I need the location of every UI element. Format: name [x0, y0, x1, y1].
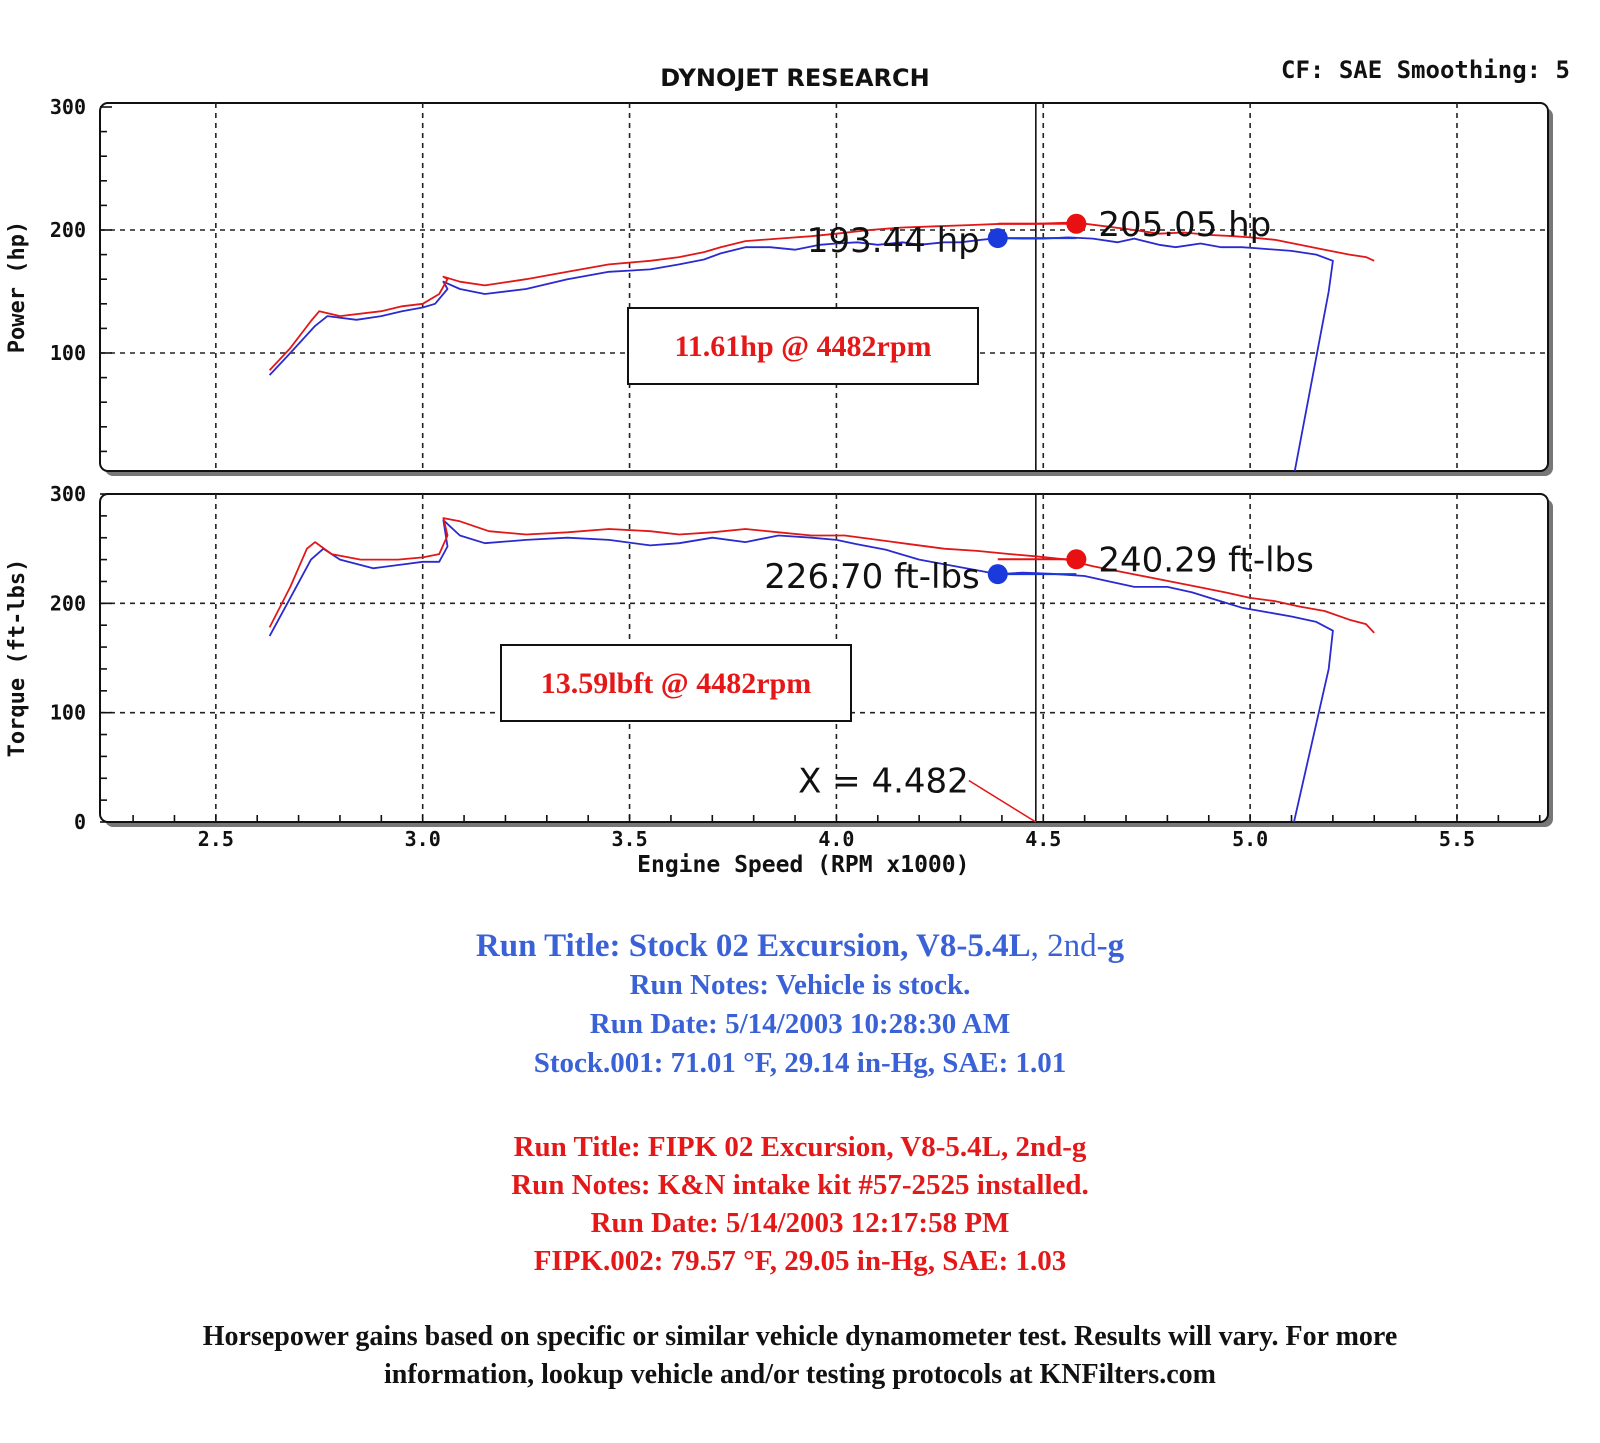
disclaimer-line-2: information, lookup vehicle and/or testi…: [384, 1359, 1216, 1390]
torque-ytick-label: 300: [50, 482, 86, 506]
torque-marker-fipk: [1066, 549, 1087, 570]
disclaimer-line-1: Horsepower gains based on specific or si…: [202, 1321, 1398, 1352]
stock-run-title-main: Run Title: Stock 02 Excursion, V8-5.4L: [475, 928, 1031, 964]
power-marker-label-fipk: 205.05 hp: [1098, 205, 1271, 245]
torque-marker-label-stock: 226.70 ft-lbs: [764, 557, 980, 597]
stock-run-title-gen: 2nd-: [1047, 928, 1108, 964]
torque-gain-text: 13.59lbft @ 4482rpm: [541, 667, 811, 700]
stock-run-title-sep: ,: [1030, 928, 1048, 964]
power-gain-text: 11.61hp @ 4482rpm: [674, 330, 931, 363]
torque-xtick-label: 2.5: [198, 827, 234, 851]
torque-series-group: [268, 517, 1375, 822]
torque-gain-box: [500, 644, 852, 722]
power-frame: [99, 102, 1549, 472]
stock-run-title: Run Title: Stock 02 Excursion, V8-5.4L, …: [0, 926, 1600, 966]
power-series-group: [268, 221, 1375, 471]
torque-xtick-label: 4.0: [818, 827, 854, 851]
torque-xtick-label: 3.0: [405, 827, 441, 851]
power-ytick-label: 200: [50, 218, 86, 242]
cursor-readout-pointer: [968, 779, 1037, 823]
torque-xtick-label: 3.5: [611, 827, 647, 851]
torque-marker-label-fipk: 240.29 ft-lbs: [1098, 540, 1314, 580]
stock-run-title-gen-end: g: [1107, 928, 1125, 964]
fipk-run-date: Run Date: 5/14/2003 12:17:58 PM: [590, 1207, 1010, 1239]
torque-series-fipk: [268, 517, 1375, 634]
stock-run-conditions: Stock.001: 71.01 °F, 29.14 in-Hg, SAE: 1…: [533, 1047, 1067, 1079]
torque-xtick-label: 5.5: [1439, 827, 1475, 851]
chart-title: DYNOJET RESEARCH: [660, 64, 929, 92]
dyno-chart: DYNOJET RESEARCH CF: SAE Smoothing: 5 100 2…: [5, 56, 1570, 878]
power-panel: 100 200 300 Power (hp) 193.44 hp 205.05 hp 11.…: [5, 95, 1553, 476]
power-marker-stock: [987, 228, 1008, 249]
torque-xlabel: Engine Speed (RPM x1000): [637, 852, 969, 878]
fipk-run-notes: Run Notes: K&N intake kit #57-2525 insta…: [511, 1169, 1089, 1201]
torque-ytick-label: 100: [50, 701, 86, 725]
torque-xtick-label: 5.0: [1232, 827, 1268, 851]
torque-series-stock: [268, 519, 1334, 822]
torque-panel: 0 100 200 300 Torque (ft-lbs) 226.70 ft-lbs 24…: [5, 482, 1553, 878]
power-ytick-label: 300: [50, 95, 86, 119]
power-marker-label-stock: 193.44 hp: [807, 221, 980, 261]
correction-note: CF: SAE Smoothing: 5: [1281, 56, 1570, 84]
fipk-run-title: Run Title: FIPK 02 Excursion, V8-5.4L, 2…: [513, 1131, 1087, 1163]
power-series-stock: [268, 236, 1334, 471]
torque-ytick-label: 0: [74, 810, 86, 834]
disclaimer: Horsepower gains based on specific or si…: [40, 1318, 1560, 1394]
power-marker-fipk: [1066, 213, 1087, 234]
power-series-fipk: [268, 221, 1375, 371]
fipk-run-conditions: FIPK.002: 79.57 °F, 29.05 in-Hg, SAE: 1.…: [533, 1245, 1067, 1277]
torque-ytick-label: 200: [50, 591, 86, 615]
power-ylabel: Power (hp): [5, 221, 30, 353]
torque-xtick-label: 4.5: [1025, 827, 1061, 851]
torque-ylabel: Torque (ft-lbs): [5, 559, 30, 758]
power-gain-box: [627, 307, 979, 385]
torque-marker-stock: [987, 564, 1008, 585]
power-ytick-label: 100: [50, 341, 86, 365]
stock-run-notes: Run Notes: Vehicle is stock.: [629, 969, 971, 1001]
cursor-readout: X = 4.482: [798, 761, 969, 801]
fipk-run-info: Run Title: FIPK 02 Excursion, V8-5.4L, 2…: [0, 1128, 1600, 1280]
stock-run-date: Run Date: 5/14/2003 10:28:30 AM: [589, 1008, 1011, 1040]
stock-run-info: Run Title: Stock 02 Excursion, V8-5.4L, …: [0, 926, 1600, 1083]
